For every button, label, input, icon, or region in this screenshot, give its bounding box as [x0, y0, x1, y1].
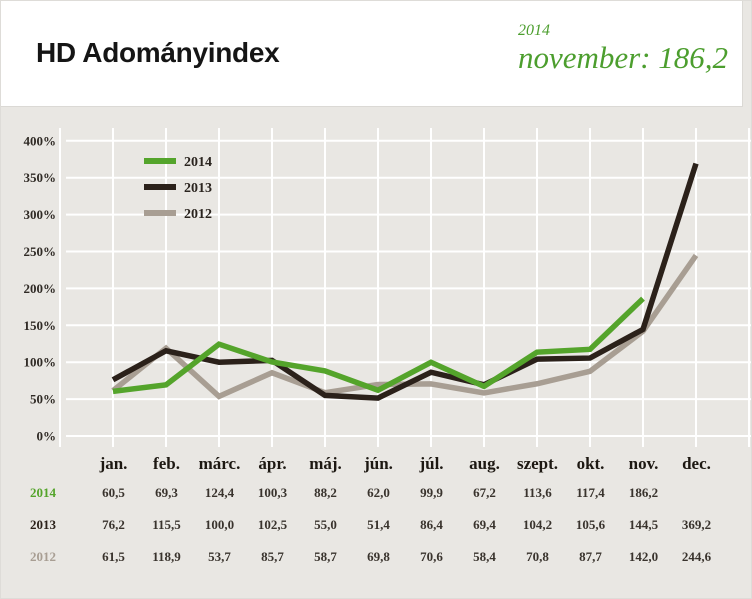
- month-header-row: jan. feb. márc. ápr. máj. jún. júl. aug. szept. o…: [1, 451, 751, 477]
- row-label-2014: 2014: [30, 485, 56, 500]
- highlight-value: november: 186,2: [518, 40, 729, 75]
- series-line-2014: [112, 296, 645, 395]
- month-label: máj.: [309, 454, 342, 473]
- row-label-2012: 2012: [30, 549, 56, 564]
- legend-swatch-2014: [144, 158, 176, 164]
- table-cell: 186,2: [628, 485, 659, 500]
- table-cell: 69,8: [367, 549, 390, 564]
- table-cell: 58,7: [314, 549, 337, 564]
- table-cell: 88,2: [314, 485, 337, 500]
- table-cell: 244,6: [681, 549, 712, 564]
- table-cell: 369,2: [681, 517, 712, 532]
- legend-label-2014: 2014: [184, 155, 212, 170]
- table-cell: 99,9: [420, 485, 443, 500]
- legend-label-2013: 2013: [184, 181, 212, 196]
- table-cell: 51,4: [367, 517, 390, 532]
- table-cell: 70,8: [526, 549, 549, 564]
- table-cell: 70,6: [420, 549, 443, 564]
- table-cell: 85,7: [261, 549, 284, 564]
- y-axis-tick-label: 100%: [24, 355, 57, 370]
- month-label: aug.: [469, 454, 500, 473]
- month-label: jan.: [99, 454, 128, 473]
- y-axis-tick-label: 250%: [24, 244, 57, 259]
- table-cell: 69,4: [473, 517, 496, 532]
- month-label: dec.: [682, 454, 711, 473]
- y-axis-tick-label: 0%: [37, 429, 57, 444]
- y-axis-tick-label: 50%: [30, 392, 56, 407]
- legend-swatch-2012: [144, 210, 176, 216]
- table-cell: 67,2: [473, 485, 496, 500]
- table-cell: 62,0: [367, 485, 390, 500]
- table-cell: 53,7: [208, 549, 231, 564]
- table-cell: 100,3: [257, 485, 288, 500]
- month-label: feb.: [153, 454, 180, 473]
- table-cell: 58,4: [473, 549, 496, 564]
- line-chart: 0% 50% 100% 150% 200% 250% 300% 350% 400% 2014 201…: [24, 128, 751, 447]
- table-cell: 86,4: [420, 517, 443, 532]
- table-cell: 118,9: [152, 549, 181, 564]
- table-cell: [670, 477, 723, 509]
- month-label: jún.: [364, 454, 393, 473]
- table-cell: 113,6: [523, 485, 552, 500]
- table-row-2013: 2013 76,2 115,5 100,0 102,5 55,0 51,4 86,4 69,4 1…: [1, 509, 751, 541]
- highlight-year: 2014: [518, 22, 550, 39]
- month-label: okt.: [576, 454, 605, 473]
- table-cell: 117,4: [576, 485, 605, 500]
- month-label: ápr.: [258, 454, 287, 473]
- table-cell: 102,5: [257, 517, 288, 532]
- legend-swatch-2013: [144, 184, 176, 190]
- table-cell: 115,5: [152, 517, 181, 532]
- table-cell: 61,5: [102, 549, 125, 564]
- month-label: szept.: [516, 454, 559, 473]
- table-row-2012: 2012 61,5 118,9 53,7 85,7 58,7 69,8 70,6 58,4 70,…: [1, 541, 751, 573]
- month-label: nov.: [628, 454, 659, 473]
- table-cell: 105,6: [575, 517, 606, 532]
- legend-label-2012: 2012: [184, 207, 212, 222]
- series-line-2013: [111, 162, 699, 401]
- month-label: márc.: [198, 454, 241, 473]
- y-axis-tick-label: 200%: [24, 281, 57, 296]
- table-cell: 69,3: [155, 485, 178, 500]
- table-cell: 60,5: [102, 485, 125, 500]
- table-row-2014: 2014 60,5 69,3 124,4 100,3 88,2 62,0 99,9 67,2 11…: [1, 477, 751, 509]
- header-highlight: 2014 november: 186,2: [518, 22, 729, 75]
- table-cell: 124,4: [204, 485, 235, 500]
- table-cell: 100,0: [204, 517, 235, 532]
- header: HD Adományindex 2014 november: 186,2: [1, 1, 743, 107]
- data-table: jan. feb. márc. ápr. máj. jún. júl. aug. szept. o…: [1, 451, 751, 573]
- table-cell: 144,5: [628, 517, 659, 532]
- y-axis-tick-label: 400%: [24, 133, 57, 148]
- table-cell: 76,2: [102, 517, 125, 532]
- table-cell: 55,0: [314, 517, 337, 532]
- month-label: júl.: [419, 454, 444, 473]
- table-cell: 87,7: [579, 549, 602, 564]
- y-axis-tick-label: 150%: [24, 318, 57, 333]
- row-label-2013: 2013: [30, 517, 56, 532]
- table-cell: 104,2: [522, 517, 553, 532]
- table-cell: 142,0: [628, 549, 659, 564]
- page-title: HD Adományindex: [36, 37, 280, 68]
- y-axis-tick-label: 350%: [24, 170, 57, 185]
- y-axis-tick-label: 300%: [24, 207, 57, 222]
